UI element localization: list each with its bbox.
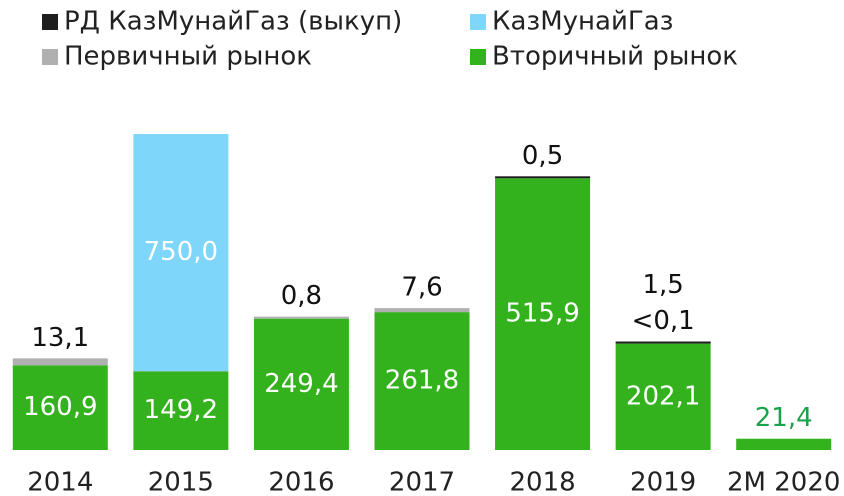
legend-label: Вторичный рынок xyxy=(492,42,738,72)
x-tick-label: 2016 xyxy=(268,468,334,496)
legend-swatch xyxy=(42,14,58,30)
bar-segment xyxy=(736,438,832,450)
data-label: 13,1 xyxy=(31,323,89,353)
data-label: 202,1 xyxy=(626,381,700,411)
x-tick-label: 2М 2020 xyxy=(727,468,840,496)
bar-segment xyxy=(615,343,711,450)
x-tick-label: 2015 xyxy=(148,468,214,496)
x-tick-label: 2014 xyxy=(27,468,93,496)
data-label: 0,8 xyxy=(281,281,322,311)
x-tick-label: 2018 xyxy=(509,468,575,496)
bar-segment xyxy=(133,134,229,372)
bar-segment xyxy=(495,178,591,450)
bar-segment xyxy=(253,318,349,450)
bar-segment xyxy=(374,308,470,313)
data-label: 21,4 xyxy=(755,403,813,433)
bar-segment xyxy=(374,312,470,450)
data-label: 750,0 xyxy=(144,237,218,267)
legend-label: КазМунайГаз xyxy=(492,7,673,37)
bar-segment xyxy=(12,365,108,450)
data-label: 515,9 xyxy=(505,299,579,329)
bar-segment xyxy=(133,371,229,450)
legend-label: Первичный рынок xyxy=(64,42,312,72)
legend-swatch xyxy=(42,49,58,65)
data-label: 149,2 xyxy=(144,395,218,425)
data-label: 261,8 xyxy=(385,366,459,396)
data-label: 249,4 xyxy=(264,369,338,399)
x-tick-label: 2017 xyxy=(389,468,455,496)
data-label: <0,1 xyxy=(632,306,695,336)
bar-segment xyxy=(253,316,349,319)
data-label: 7,6 xyxy=(401,273,442,303)
legend-swatch xyxy=(470,49,486,65)
legend-swatch xyxy=(470,14,486,30)
legend-label: РД КазМунайГаз (выкуп) xyxy=(64,7,402,37)
data-label: 1,5 xyxy=(642,270,683,300)
bar-segment xyxy=(495,176,591,179)
bar-segment xyxy=(615,341,711,344)
data-label: 160,9 xyxy=(23,392,97,422)
x-tick-label: 2019 xyxy=(630,468,696,496)
bar-segment xyxy=(12,358,108,366)
data-label: 0,5 xyxy=(522,141,563,171)
